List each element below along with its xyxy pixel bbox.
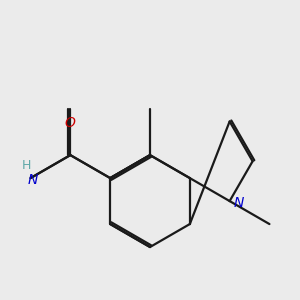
Text: N: N (234, 196, 244, 210)
Text: O: O (65, 116, 76, 130)
Text: H: H (21, 158, 31, 172)
Text: N: N (28, 172, 38, 187)
